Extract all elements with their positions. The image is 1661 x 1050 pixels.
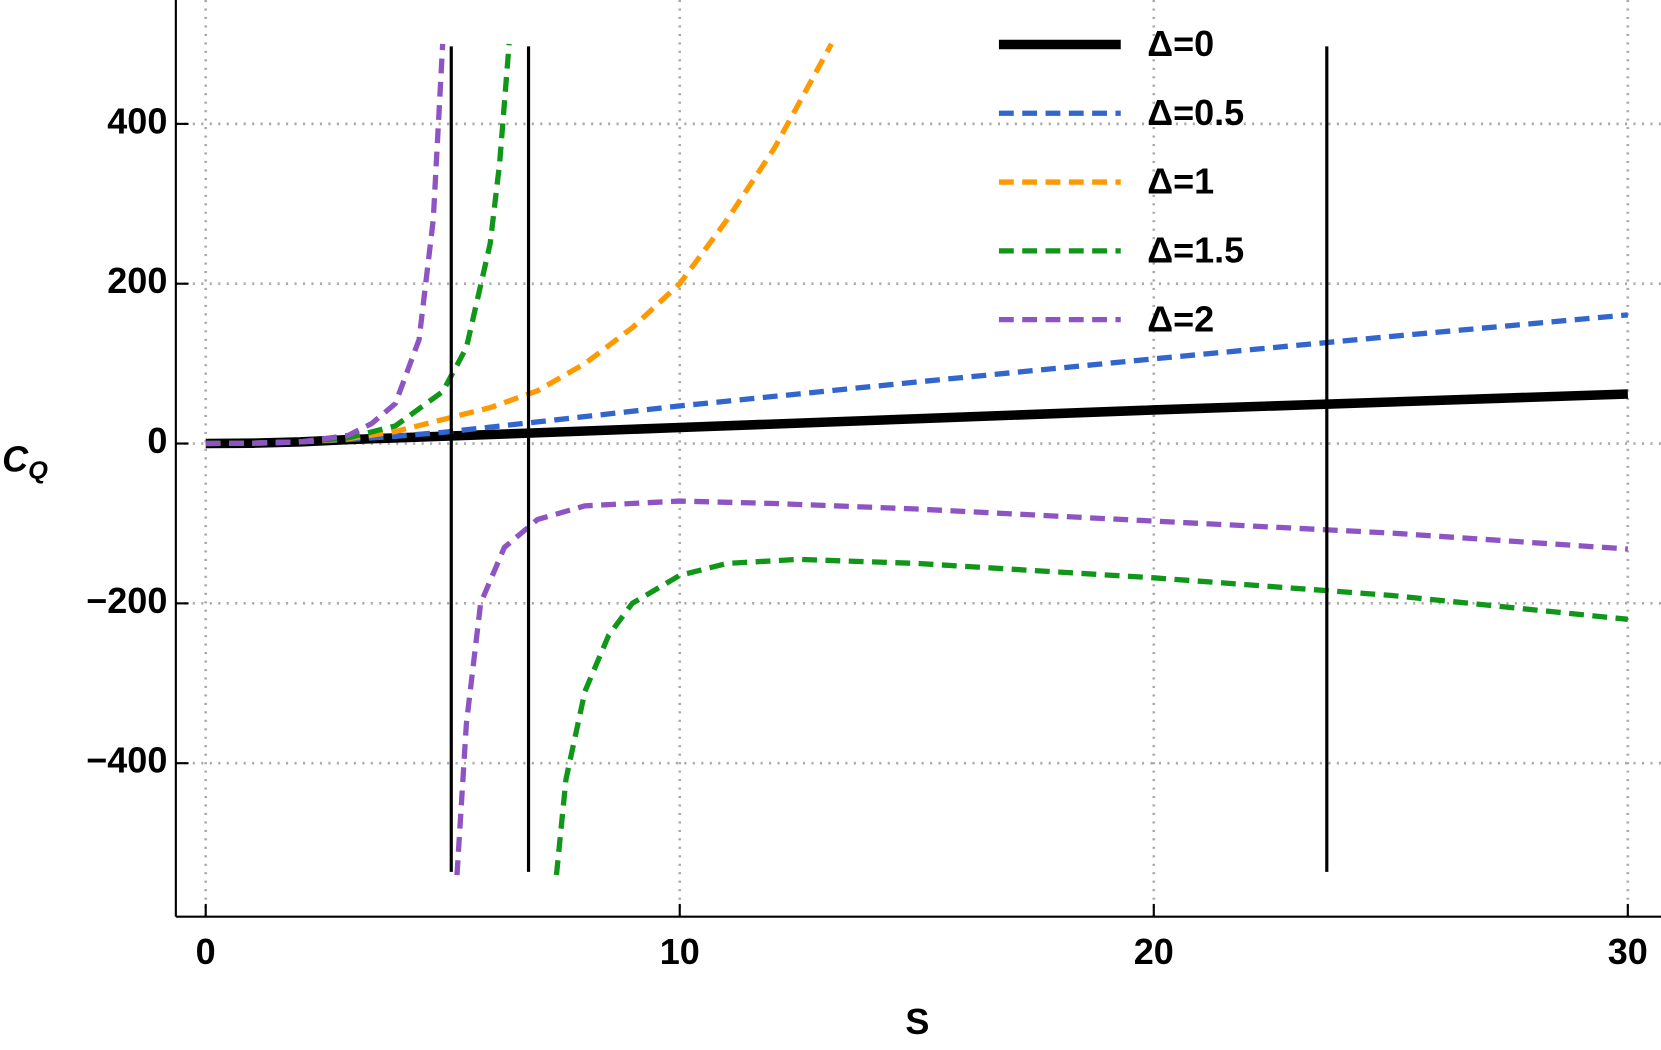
x-axis-label: S — [905, 1001, 929, 1042]
legend-label: Δ=0 — [1147, 23, 1214, 64]
y-tick-label: 0 — [147, 420, 167, 461]
y-tick-label: 400 — [107, 100, 167, 141]
y-tick-label: −200 — [86, 580, 167, 621]
series-line — [205, 43, 1629, 876]
x-tick-label: 20 — [1134, 931, 1174, 972]
series-line — [205, 42, 834, 447]
legend-label: Δ=1 — [1147, 161, 1214, 202]
legend-label: Δ=2 — [1147, 298, 1214, 339]
y-axis-label-sub: Q — [28, 457, 48, 485]
y-axis-label: CQ — [2, 438, 48, 485]
x-tick-label: 30 — [1608, 931, 1648, 972]
x-tick-label: 0 — [196, 931, 216, 972]
y-axis-label-main: C — [2, 438, 29, 479]
series-line — [205, 43, 1629, 876]
legend-label: Δ=0.5 — [1147, 92, 1244, 133]
y-tick-label: −400 — [86, 740, 167, 781]
y-tick-label: 200 — [107, 260, 167, 301]
legend-label: Δ=1.5 — [1147, 229, 1244, 270]
series-line — [205, 312, 1629, 447]
x-tick-label: 10 — [660, 931, 700, 972]
